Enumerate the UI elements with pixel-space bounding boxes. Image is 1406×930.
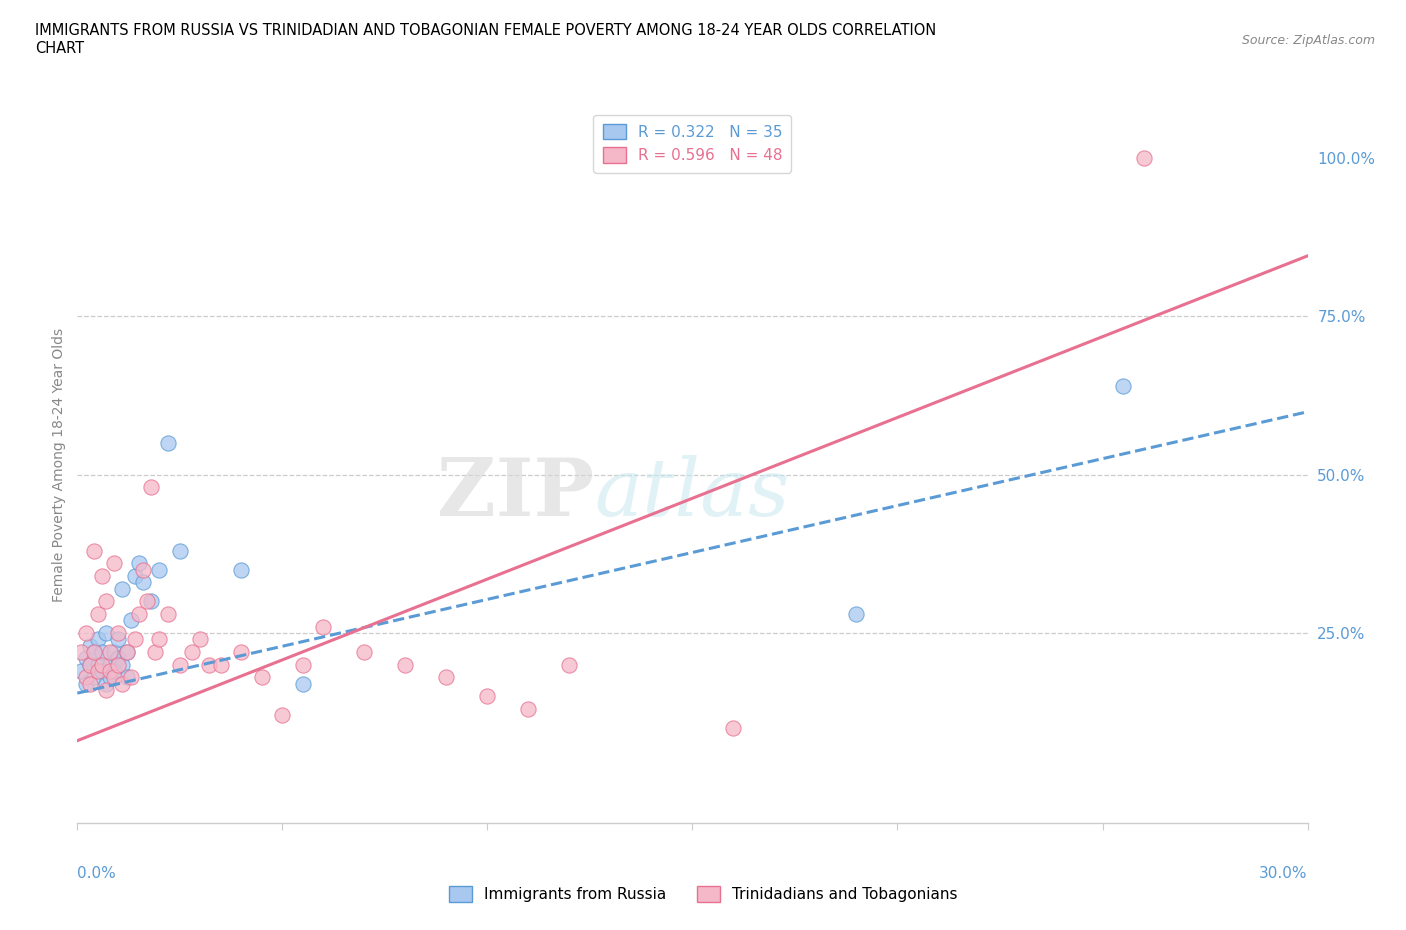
Point	[124, 631, 146, 646]
Point	[353, 644, 375, 659]
Point	[115, 644, 138, 659]
Point	[148, 562, 170, 577]
Point	[87, 658, 110, 672]
Point	[107, 651, 129, 666]
Point	[723, 721, 745, 736]
Text: Source: ZipAtlas.com: Source: ZipAtlas.com	[1241, 34, 1375, 47]
Point	[111, 676, 134, 691]
Point	[79, 676, 101, 691]
Text: ZIP: ZIP	[437, 455, 595, 533]
Point	[197, 658, 219, 672]
Point	[98, 670, 121, 684]
Point	[90, 568, 114, 583]
Point	[124, 568, 146, 583]
Point	[98, 663, 121, 678]
Point	[75, 651, 97, 666]
Point	[128, 556, 150, 571]
Point	[291, 658, 314, 672]
Point	[90, 663, 114, 678]
Text: 0.0%: 0.0%	[77, 866, 117, 881]
Point	[1132, 151, 1154, 166]
Point	[148, 631, 170, 646]
Point	[94, 626, 117, 641]
Point	[120, 670, 142, 684]
Point	[103, 670, 125, 684]
Text: IMMIGRANTS FROM RUSSIA VS TRINIDADIAN AND TOBAGONIAN FEMALE POVERTY AMONG 18-24 : IMMIGRANTS FROM RUSSIA VS TRINIDADIAN AN…	[35, 23, 936, 56]
Point	[103, 556, 125, 571]
Point	[98, 658, 121, 672]
Point	[107, 626, 129, 641]
Point	[83, 644, 105, 659]
Point	[558, 658, 581, 672]
Point	[87, 606, 110, 621]
Point	[845, 606, 868, 621]
Point	[94, 683, 117, 698]
Point	[136, 594, 159, 609]
Legend: R = 0.322   N = 35, R = 0.596   N = 48: R = 0.322 N = 35, R = 0.596 N = 48	[593, 114, 792, 173]
Point	[111, 581, 134, 596]
Point	[115, 644, 138, 659]
Point	[132, 575, 155, 590]
Point	[83, 670, 105, 684]
Point	[141, 594, 163, 609]
Point	[107, 658, 129, 672]
Point	[394, 658, 416, 672]
Point	[83, 543, 105, 558]
Point	[79, 638, 101, 653]
Point	[132, 562, 155, 577]
Point	[181, 644, 204, 659]
Point	[75, 670, 97, 684]
Point	[107, 631, 129, 646]
Point	[87, 663, 110, 678]
Point	[75, 676, 97, 691]
Point	[75, 626, 97, 641]
Text: 30.0%: 30.0%	[1260, 866, 1308, 881]
Point	[90, 644, 114, 659]
Point	[70, 644, 93, 659]
Point	[231, 562, 253, 577]
Point	[87, 631, 110, 646]
Point	[291, 676, 314, 691]
Point	[271, 708, 294, 723]
Point	[517, 701, 540, 716]
Point	[103, 644, 125, 659]
Point	[103, 663, 125, 678]
Point	[188, 631, 212, 646]
Point	[111, 658, 134, 672]
Point	[128, 606, 150, 621]
Point	[436, 670, 458, 684]
Point	[70, 663, 93, 678]
Point	[120, 613, 142, 628]
Point	[94, 676, 117, 691]
Point	[90, 658, 114, 672]
Point	[141, 480, 163, 495]
Point	[94, 594, 117, 609]
Point	[156, 606, 179, 621]
Point	[98, 644, 121, 659]
Point	[169, 543, 191, 558]
Point	[209, 658, 232, 672]
Point	[250, 670, 273, 684]
Point	[312, 619, 335, 634]
Point	[79, 658, 101, 672]
Point	[477, 689, 499, 704]
Point	[79, 658, 101, 672]
Y-axis label: Female Poverty Among 18-24 Year Olds: Female Poverty Among 18-24 Year Olds	[52, 328, 66, 602]
Point	[83, 644, 105, 659]
Point	[156, 435, 179, 450]
Point	[115, 670, 138, 684]
Point	[143, 644, 166, 659]
Point	[231, 644, 253, 659]
Legend: Immigrants from Russia, Trinidadians and Tobagonians: Immigrants from Russia, Trinidadians and…	[443, 880, 963, 909]
Point	[169, 658, 191, 672]
Point	[1112, 379, 1135, 393]
Text: atlas: atlas	[595, 455, 789, 532]
